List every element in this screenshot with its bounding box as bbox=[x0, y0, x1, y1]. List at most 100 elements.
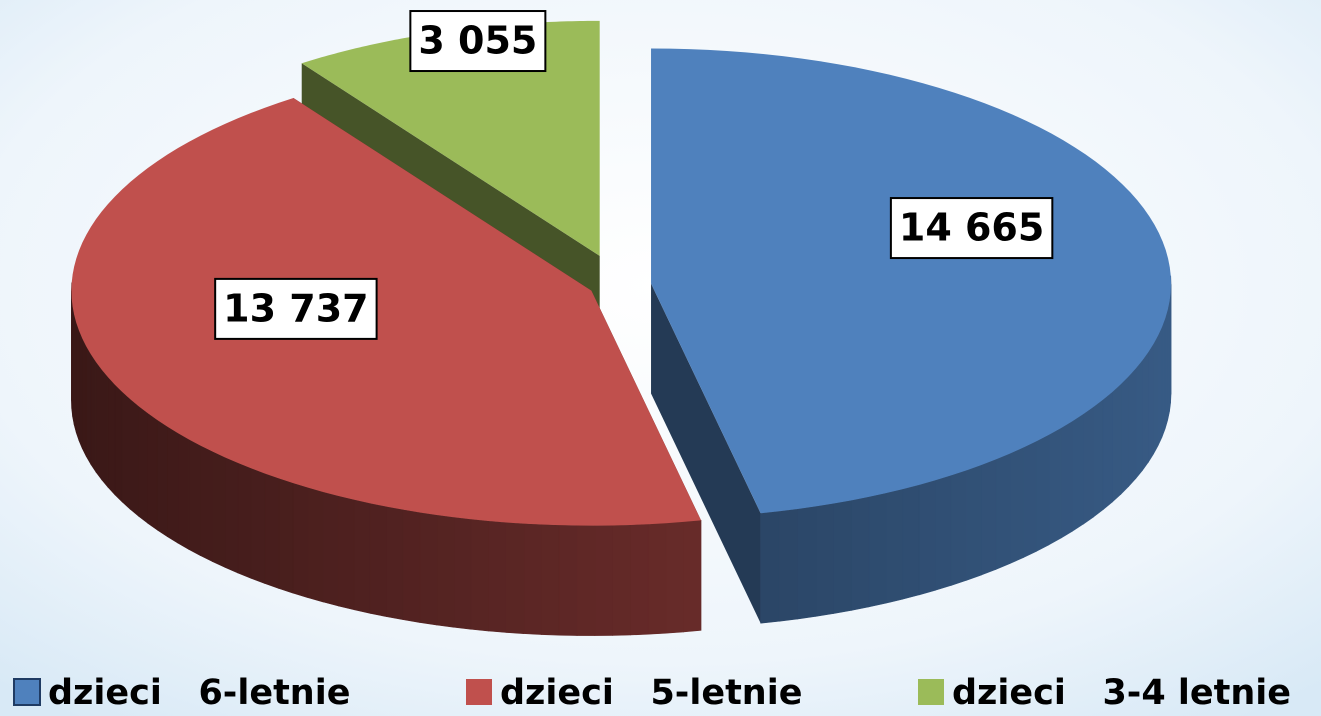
pie-slice bbox=[651, 48, 1172, 514]
slice-side bbox=[1157, 327, 1163, 446]
slice-side bbox=[307, 487, 324, 603]
slice-side bbox=[264, 473, 280, 589]
slice-side bbox=[760, 510, 780, 624]
slice-side bbox=[75, 322, 80, 441]
slice-side bbox=[138, 405, 148, 524]
slice-side bbox=[369, 502, 387, 617]
data-label-text: 13 737 bbox=[223, 286, 368, 330]
slice-side bbox=[1161, 318, 1166, 438]
slice-side bbox=[1153, 335, 1159, 455]
slice-side bbox=[212, 451, 226, 568]
slice-side bbox=[647, 522, 667, 635]
slice-side bbox=[90, 353, 97, 473]
slice-side bbox=[851, 496, 870, 611]
slice-side bbox=[453, 516, 472, 630]
slice-side bbox=[1112, 383, 1122, 503]
slice-side bbox=[935, 475, 952, 591]
legend-label: dzieci 3-4 letnie bbox=[952, 673, 1291, 713]
slice-side bbox=[200, 445, 213, 563]
legend-swatch bbox=[466, 679, 492, 705]
slice-side bbox=[278, 478, 294, 594]
slice-side bbox=[576, 525, 596, 636]
slice-side bbox=[1072, 413, 1084, 532]
slice-side bbox=[177, 432, 190, 550]
slice-side bbox=[292, 482, 309, 599]
slice-side bbox=[1142, 351, 1149, 472]
slice-side bbox=[107, 376, 116, 496]
slice-side bbox=[1009, 447, 1024, 565]
slice-side bbox=[167, 426, 179, 544]
data-label-box bbox=[409, 10, 547, 73]
slice-side bbox=[868, 492, 887, 608]
slice-side bbox=[558, 524, 578, 636]
pie-slice bbox=[71, 98, 702, 526]
slice-side bbox=[188, 438, 201, 557]
slice-side bbox=[665, 521, 684, 634]
slice-side bbox=[1164, 310, 1168, 429]
legend-label: dzieci 5-letnie bbox=[500, 673, 802, 713]
slice-side bbox=[1060, 420, 1073, 539]
data-label: 13 737 bbox=[214, 277, 378, 340]
slice-side bbox=[630, 523, 649, 636]
slice-side bbox=[85, 345, 92, 466]
legend-swatch bbox=[13, 678, 41, 706]
slice-side bbox=[488, 520, 507, 633]
legend-swatch bbox=[918, 679, 944, 705]
slice-side bbox=[1036, 434, 1050, 552]
slice-side bbox=[237, 462, 252, 579]
slice-side bbox=[995, 453, 1011, 570]
data-label: 3 055 bbox=[409, 10, 547, 73]
slice-side bbox=[121, 391, 131, 510]
slice-side bbox=[114, 383, 123, 503]
slice-side bbox=[651, 283, 761, 624]
slice-side bbox=[594, 525, 613, 636]
slice-side bbox=[612, 524, 631, 636]
slice-side bbox=[902, 484, 920, 600]
slice-side bbox=[950, 469, 967, 586]
slice-side bbox=[1048, 427, 1062, 546]
slice-side bbox=[1135, 359, 1143, 480]
slice-side bbox=[1093, 398, 1104, 518]
slice-side bbox=[815, 503, 834, 617]
slice-side bbox=[224, 456, 239, 574]
data-label-box bbox=[889, 197, 1054, 260]
legend-label: dzieci 6-letnie bbox=[48, 673, 350, 713]
slice-side bbox=[1128, 367, 1137, 488]
slice-side bbox=[73, 314, 77, 433]
slice-side bbox=[322, 491, 339, 607]
slice-side bbox=[386, 506, 404, 621]
slice-side bbox=[541, 524, 560, 636]
slice-side bbox=[1023, 440, 1037, 559]
data-label: 14 665 bbox=[889, 197, 1054, 260]
slice-side bbox=[1102, 391, 1113, 511]
slice-side bbox=[1120, 375, 1129, 495]
slice-side bbox=[250, 467, 266, 584]
slice-side bbox=[353, 499, 371, 614]
slice-side bbox=[505, 522, 525, 634]
data-label-text: 3 055 bbox=[418, 19, 537, 63]
slice-side bbox=[981, 458, 997, 576]
pie-slice bbox=[301, 20, 600, 256]
slice-side bbox=[683, 520, 702, 633]
slice-side bbox=[797, 506, 817, 620]
slice-side bbox=[129, 398, 139, 517]
slice-side bbox=[1082, 406, 1094, 525]
slice-side bbox=[833, 500, 852, 614]
slice-side bbox=[338, 495, 355, 611]
slice-side bbox=[101, 368, 109, 488]
slice-side bbox=[82, 338, 87, 457]
slice-side bbox=[523, 523, 542, 635]
slice-side bbox=[78, 330, 83, 449]
slice-side bbox=[147, 412, 158, 531]
slice-side bbox=[156, 419, 168, 538]
slice-side bbox=[436, 514, 455, 628]
slice-side bbox=[966, 464, 982, 581]
slice-side bbox=[885, 488, 904, 604]
slice-side bbox=[778, 508, 798, 622]
slice-side bbox=[918, 479, 936, 596]
slice-side bbox=[1148, 342, 1154, 464]
slice-side bbox=[95, 361, 102, 481]
slice-side bbox=[470, 518, 489, 632]
data-label-text: 14 665 bbox=[899, 206, 1044, 250]
